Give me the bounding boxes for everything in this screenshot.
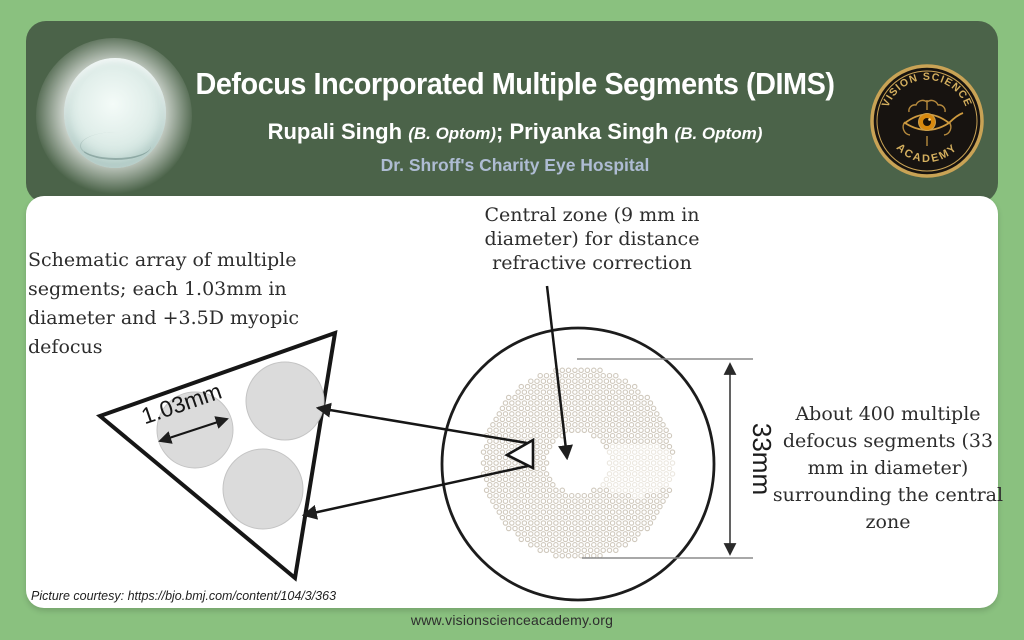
website-url: www.visionscienceacademy.org (410, 612, 614, 628)
header: Defocus Incorporated Multiple Segments (… (168, 0, 862, 203)
author1-credential: (B. Optom) (408, 124, 497, 143)
right-caption-line: surrounding the central (772, 484, 1004, 506)
logo-eye-icon (903, 112, 964, 131)
right-caption-line: zone (865, 511, 911, 533)
left-caption-line: segments; each 1.03mm in (28, 278, 287, 300)
contact-lens-rim-highlight (80, 132, 151, 160)
right-caption-line: mm in diameter) (807, 457, 969, 479)
contact-lens-image (36, 38, 192, 194)
left-caption: Schematic array of multiple segments; ea… (28, 246, 300, 362)
author1-name: Rupali Singh (267, 119, 403, 144)
central-zone-caption-line: Central zone (9 mm in (484, 204, 700, 226)
picture-courtesy: Picture courtesy: https://bjo.bmj.com/co… (31, 589, 337, 603)
logo-inner-ring (876, 70, 978, 172)
central-zone-caption-line: refractive correction (492, 252, 692, 274)
central-zone-caption-line: diameter) for distance (484, 228, 700, 250)
left-caption-line: defocus (28, 336, 103, 358)
author2-credential: (B. Optom) (674, 124, 763, 143)
vision-science-academy-logo: VISION SCIENCE ACADEMY (870, 64, 984, 178)
author-separator: ; (496, 119, 504, 144)
right-caption-line: About 400 multiple (795, 403, 981, 425)
affiliation: Dr. Shroff's Charity Eye Hospital (380, 155, 650, 175)
page-title: Defocus Incorporated Multiple Segments (… (195, 66, 835, 101)
left-caption-line: Schematic array of multiple (28, 249, 297, 271)
central-zone-caption: Central zone (9 mm in diameter) for dist… (460, 203, 724, 275)
author2-name: Priyanka Singh (509, 119, 669, 144)
logo-gold-ring (870, 64, 984, 178)
left-caption-line: diameter and +3.5D myopic (28, 307, 300, 329)
right-caption-line: defocus segments (33 (782, 430, 994, 452)
right-caption: About 400 multiple defocus segments (33 … (766, 401, 1010, 536)
authors-line: Rupali Singh (B. Optom); Priyanka Singh … (168, 119, 862, 145)
